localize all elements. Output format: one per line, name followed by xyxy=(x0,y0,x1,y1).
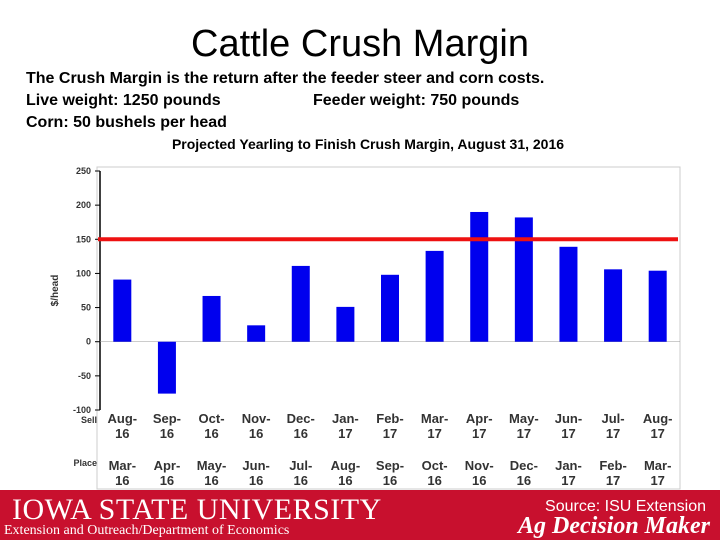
chart-frame xyxy=(96,166,681,490)
footer-bar: IOWA STATE UNIVERSITY Extension and Outr… xyxy=(0,490,720,540)
sell-label: May-17 xyxy=(509,411,539,441)
sell-label: Feb-17 xyxy=(376,411,403,441)
chart-title: Projected Yearling to Finish Crush Margi… xyxy=(172,136,564,152)
bar-oct-16 xyxy=(202,295,221,342)
bar-aug-16 xyxy=(113,279,132,342)
place-label: Sep-16 xyxy=(376,458,404,488)
intro-line-3: Corn: 50 bushels per head xyxy=(26,114,227,131)
sell-label: Aug-16 xyxy=(108,411,138,441)
feeder-weight-text: Feeder weight: 750 pounds xyxy=(313,92,520,109)
y-tick-label: 100 xyxy=(76,268,91,278)
place-label: May-16 xyxy=(197,458,227,488)
university-wordmark: IOWA STATE UNIVERSITY xyxy=(12,493,382,526)
bar-sep-16 xyxy=(157,341,176,394)
place-label: Apr-16 xyxy=(154,458,181,488)
bar-jun-17 xyxy=(559,246,578,342)
y-tick-label: -50 xyxy=(78,371,91,381)
place-label: Feb-17 xyxy=(599,458,626,488)
y-tick-label: 50 xyxy=(81,303,91,313)
sell-label: Apr-17 xyxy=(466,411,493,441)
bar-jul-17 xyxy=(604,269,623,342)
crush-margin-chart: Projected Yearling to Finish Crush Margi… xyxy=(50,136,681,490)
sell-label: Sep-16 xyxy=(153,411,181,441)
sell-label: Jan-17 xyxy=(332,411,359,441)
place-label: Nov-16 xyxy=(465,458,494,488)
place-label: Mar-17 xyxy=(644,458,671,488)
place-label: Jun-16 xyxy=(242,458,269,488)
live-weight-text: Live weight: 1250 pounds xyxy=(26,92,221,109)
place-label: Aug-16 xyxy=(331,458,361,488)
bar-may-17 xyxy=(514,217,533,342)
intro-line-1: The Crush Margin is the return after the… xyxy=(26,70,545,87)
y-tick-label: 250 xyxy=(76,166,91,176)
sell-row-label: Sell xyxy=(81,415,97,425)
department-name: Extension and Outreach/Department of Eco… xyxy=(4,523,290,538)
bar-feb-17 xyxy=(381,274,399,342)
y-tick-label: 200 xyxy=(76,200,91,210)
sell-label: Jun-17 xyxy=(555,411,582,441)
place-label: Mar-16 xyxy=(109,458,136,488)
place-label: Dec-16 xyxy=(510,458,538,488)
y-axis-label: $/head xyxy=(50,275,61,307)
place-label: Jul-16 xyxy=(289,458,312,488)
y-tick-label: 150 xyxy=(76,234,91,244)
sell-label: Oct-16 xyxy=(199,411,225,441)
place-label: Jan-17 xyxy=(555,458,582,488)
bar-mar-17 xyxy=(425,250,444,342)
bar-jan-17 xyxy=(336,306,355,342)
place-label: Oct-16 xyxy=(422,458,448,488)
sell-label: Mar-17 xyxy=(421,411,448,441)
source-note: Source: ISU Extension xyxy=(545,498,706,515)
intro-text: The Crush Margin is the return after the… xyxy=(26,68,544,134)
bar-dec-16 xyxy=(291,265,310,342)
ag-decision-maker-logo: Ag Decision Maker xyxy=(518,513,710,539)
sell-label: Aug-17 xyxy=(643,411,673,441)
y-tick-label: -100 xyxy=(73,405,91,415)
bar-apr-17 xyxy=(470,211,489,342)
y-tick-label: 0 xyxy=(86,337,91,347)
bar-aug-17 xyxy=(648,270,667,342)
slide-title: Cattle Crush Margin xyxy=(191,23,529,65)
sell-label: Jul-17 xyxy=(602,411,625,441)
intro-line-2: Live weight: 1250 pounds Feeder weight: … xyxy=(26,90,544,112)
place-row-label: Place xyxy=(73,458,97,468)
bar-nov-16 xyxy=(247,325,266,342)
sell-label: Nov-16 xyxy=(242,411,271,441)
sell-label: Dec-16 xyxy=(287,411,315,441)
